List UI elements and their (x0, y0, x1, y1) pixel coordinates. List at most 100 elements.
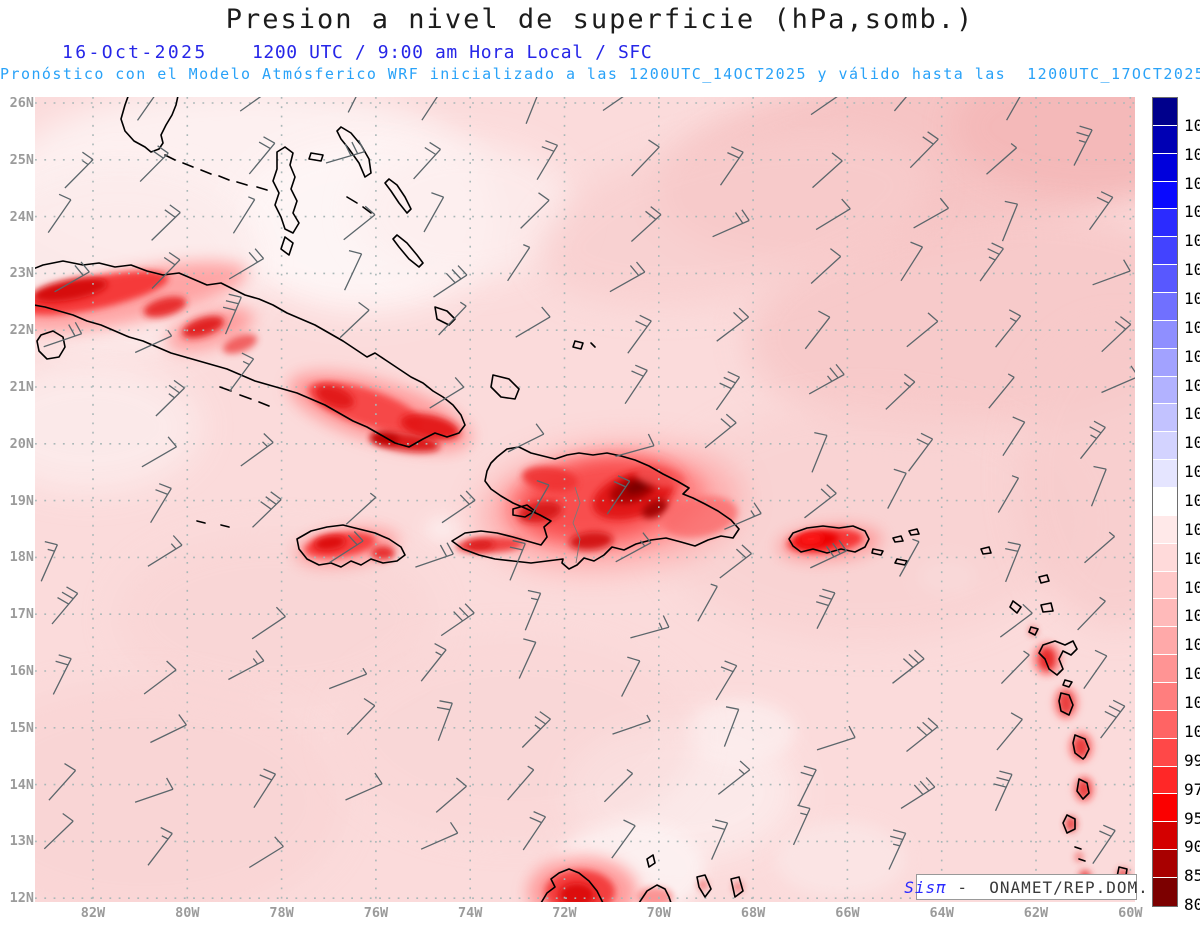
coastline-isla-juventud (36, 330, 66, 360)
wind-barb (810, 539, 848, 569)
colorbar-segment (1153, 766, 1177, 795)
coastline-montserrat (1028, 626, 1039, 636)
coastline-st-kitts (1009, 600, 1022, 614)
coastline-exuma-cays (346, 196, 372, 214)
wind-barb (43, 812, 74, 850)
wind-barb (248, 136, 276, 175)
colorbar-segment (1153, 738, 1177, 767)
wind-barb (815, 198, 851, 231)
lon-label-80W: 80W (175, 905, 200, 921)
subtitle-line: 16-Oct-2025 1200 UTC / 9:00 am Hora Loca… (0, 42, 1200, 64)
coastline-grenadines (1074, 846, 1086, 862)
coastline-cuba (35, 260, 466, 448)
lat-label-26N: 26N (9, 95, 34, 111)
wind-barb (1001, 200, 1019, 242)
wind-barb (413, 141, 441, 180)
coastline-tortola (908, 528, 920, 536)
lon-label-82W: 82W (80, 905, 106, 921)
wind-barb (631, 139, 660, 177)
colorbar-segment (1153, 543, 1177, 572)
colorbar-label-800: 800 (1184, 895, 1200, 915)
colorbar-label-1012: 1012 (1184, 548, 1200, 568)
wind-barb (1100, 699, 1126, 739)
wind-barb (712, 209, 750, 238)
coastline-st-vincent (1062, 814, 1076, 834)
wind-barb (150, 483, 172, 524)
colorbar-label-1028: 1028 (1184, 231, 1200, 251)
wind-barb (347, 97, 357, 113)
coastline-vieques (871, 548, 884, 556)
colorbar-segment (1153, 320, 1177, 349)
wind-barb (615, 433, 655, 458)
colorbar-label-1014: 1014 (1184, 491, 1200, 511)
wind-barb (252, 491, 282, 528)
colorbar-segment (1153, 488, 1177, 516)
wind-barb (1084, 531, 1116, 564)
wind-barb (1006, 97, 1021, 121)
colorbar-segment (1153, 571, 1177, 600)
lon-label-60W: 60W (1118, 905, 1143, 921)
wind-barb (723, 706, 740, 747)
wind-barb (1002, 416, 1026, 457)
wind-barb (52, 654, 72, 695)
wind-barb (996, 712, 1023, 751)
wind-barb (421, 97, 438, 121)
coastline-st-lucia (1076, 778, 1090, 800)
coastline-dominica (1058, 692, 1074, 716)
wind-barb (908, 432, 934, 472)
coastline-florida (120, 97, 179, 153)
wind-barb (151, 204, 181, 241)
coastline-aruba (646, 854, 656, 868)
wind-barb (997, 475, 1020, 513)
colorbar-label-1019: 1019 (1184, 346, 1200, 366)
colorbar-label-1017: 1017 (1184, 404, 1200, 424)
coastline-marie-galante (1062, 679, 1073, 688)
lon-label-74W: 74W (457, 905, 483, 921)
wind-barb (1004, 541, 1022, 583)
colorbar-segment (1153, 515, 1177, 544)
wind-barb (716, 307, 750, 342)
wind-barb (900, 777, 936, 809)
lon-label-64W: 64W (929, 905, 954, 921)
wind-barb (429, 376, 465, 409)
wind-barb (343, 205, 376, 241)
wind-barb (1101, 365, 1135, 394)
colorbar-label-1050: 1050 (1184, 115, 1200, 135)
wind-barb (536, 140, 559, 181)
lon-label-66W: 66W (835, 905, 860, 921)
colorbar-label-1035: 1035 (1184, 173, 1200, 193)
colorbar-segment (1153, 432, 1177, 461)
wind-barb (816, 725, 856, 751)
wind-barb (704, 413, 737, 449)
wind-barb (420, 643, 447, 682)
wind-barb (812, 152, 843, 189)
wind-barb (892, 649, 925, 684)
wind-barb (420, 821, 459, 850)
wind-barb (239, 97, 262, 112)
wind-barb (515, 306, 551, 338)
wind-barb (522, 811, 547, 851)
wind-barb (893, 97, 908, 112)
wind-barb (240, 433, 274, 467)
colorbar-segment (1153, 153, 1177, 182)
wind-barb (995, 309, 1022, 348)
lon-label-62W: 62W (1023, 905, 1049, 921)
coastline-st-martin (980, 546, 992, 555)
wind-barb (329, 531, 364, 564)
wind-barb (51, 586, 79, 625)
wind-barb (136, 97, 155, 121)
wind-barb (906, 717, 939, 753)
colorbar-segment (1153, 237, 1177, 266)
wind-barb (606, 475, 631, 515)
watermark-box: Sisπ - ONAMET/REP.DOM. (904, 874, 1148, 900)
colorbar-label-990: 990 (1184, 750, 1200, 770)
wind-barb (436, 700, 453, 741)
wind-barb (899, 538, 920, 577)
wind-barb (253, 768, 277, 809)
wind-barb (885, 373, 916, 410)
coastline-crooked-acklins (434, 306, 456, 326)
wind-barb (724, 502, 762, 530)
haiti-dr-border (572, 486, 581, 564)
chart-title: Presion a nivel de superficie (hPa,somb.… (225, 4, 975, 35)
